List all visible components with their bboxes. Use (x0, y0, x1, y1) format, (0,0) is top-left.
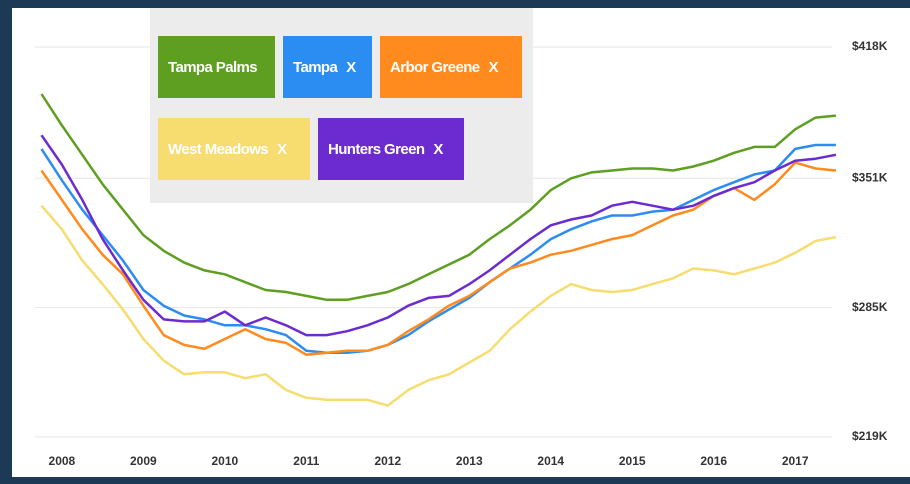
y-tick-label: $285K (852, 300, 888, 314)
x-tick-label: 2010 (211, 454, 238, 468)
y-tick-label: $351K (852, 170, 888, 184)
x-tick-label: 2013 (456, 454, 483, 468)
legend-label: Hunters Green (328, 141, 425, 158)
legend-chip-bg[interactable] (380, 36, 522, 98)
legend-chip[interactable]: West Meadows X (158, 118, 310, 180)
series-line (40, 161, 837, 356)
legend-chip[interactable]: Tampa Palms (158, 36, 275, 98)
left-frame (0, 0, 12, 484)
legend-chip-bg[interactable] (158, 36, 275, 98)
legend-chip-bg[interactable] (158, 118, 310, 180)
x-tick-label: 2017 (782, 454, 809, 468)
remove-button[interactable]: X (277, 141, 288, 158)
x-tick-label: 2012 (374, 454, 401, 468)
remove-button[interactable]: X (346, 59, 357, 76)
top-frame (0, 0, 910, 8)
series-line (40, 93, 837, 302)
remove-button[interactable]: X (433, 141, 444, 158)
legend-chip-bg[interactable] (318, 118, 464, 180)
legend-label: Tampa Palms (168, 59, 257, 76)
x-tick-label: 2011 (293, 454, 319, 468)
axes: $219K $285K $351K $418K 2008 2009 2010 2011 2012… (49, 39, 888, 468)
y-tick-label: $219K (852, 429, 888, 443)
series-line (40, 134, 837, 337)
x-tick-label: 2008 (49, 454, 76, 468)
y-tick-label: $418K (852, 39, 888, 53)
legend-chip[interactable]: Hunters Green X (318, 118, 464, 180)
x-tick-label: 2014 (537, 454, 564, 468)
legend-chip-bg[interactable] (283, 36, 372, 98)
x-tick-label: 2015 (619, 454, 646, 468)
x-tick-label: 2016 (700, 454, 727, 468)
legend-chip[interactable]: Tampa X (283, 36, 372, 98)
legend-label: Arbor Greene (390, 59, 480, 76)
legend-chip[interactable]: Arbor Greene X (380, 36, 522, 98)
series-line (40, 143, 836, 354)
series-line (40, 204, 837, 407)
legend-label: West Meadows (168, 141, 268, 158)
x-tick-label: 2009 (130, 454, 157, 468)
lines (40, 93, 837, 407)
remove-button[interactable]: X (489, 59, 500, 76)
legend-label: Tampa (293, 59, 338, 76)
bottom-frame (0, 477, 910, 484)
